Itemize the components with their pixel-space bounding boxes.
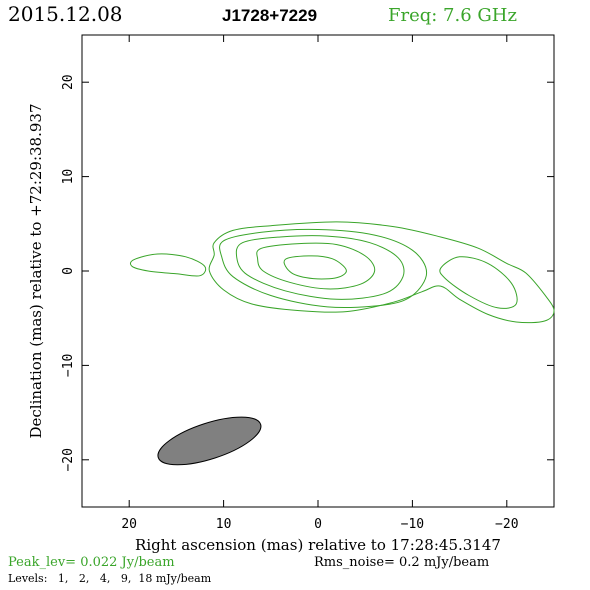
plot-frame — [81, 34, 555, 508]
y-tick-label: 20 — [61, 74, 76, 90]
x-tick-label: −10 — [401, 517, 424, 532]
x-tick-labels: 20 10 0 −10 −20 — [121, 517, 518, 532]
y-tick-labels: 20 10 0 −10 −20 — [61, 74, 76, 471]
y-tick-label: 10 — [61, 169, 76, 185]
contour-line — [208, 221, 555, 324]
peak-level-label: Peak_lev= 0.022 Jy/beam — [8, 555, 175, 570]
contour-line — [219, 228, 428, 309]
x-tick-label: 0 — [314, 517, 322, 532]
contour-line — [235, 235, 405, 300]
y-tick-label: 0 — [61, 267, 76, 275]
contour-line — [256, 242, 376, 290]
y-tick-label: −10 — [61, 354, 76, 377]
x-tick-label: −20 — [495, 517, 518, 532]
x-tick-label: 10 — [216, 517, 232, 532]
rms-noise-label: Rms_noise= 0.2 mJy/beam — [314, 555, 489, 570]
contour-line — [129, 253, 207, 277]
observation-date: 2015.12.08 — [8, 2, 123, 26]
y-axis-label: Declination (mas) relative to +72:29:38.… — [27, 103, 45, 438]
contour-line — [439, 256, 518, 309]
x-tick-label: 20 — [121, 517, 137, 532]
frequency-label: Freq: 7.6 GHz — [388, 5, 517, 26]
beam-ellipse — [157, 416, 262, 466]
y-tick-label: −20 — [61, 448, 76, 471]
axis-ticks — [82, 35, 554, 507]
contour-line — [283, 255, 347, 280]
source-name: J1728+7229 — [222, 6, 317, 25]
contour-levels-label: Levels: 1, 2, 4, 9, 18 mJy/beam — [8, 572, 212, 585]
x-axis-label: Right ascension (mas) relative to 17:28:… — [135, 536, 501, 554]
contour-lines — [129, 221, 555, 324]
beam-ellipse-group — [157, 416, 262, 466]
